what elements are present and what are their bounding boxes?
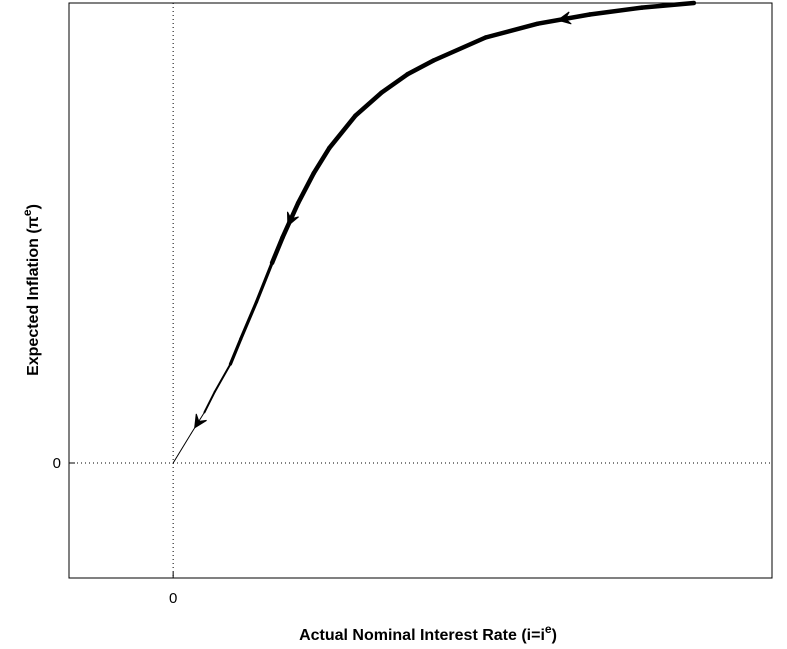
curve-segment [379, 72, 410, 95]
x-axis-label: Actual Nominal Interest Rate (i=ie) [299, 622, 557, 644]
y-axis-label-close: ) [25, 204, 42, 209]
curve-segment [327, 113, 358, 151]
curve-segment [311, 145, 332, 176]
curve-segment [228, 337, 243, 366]
curve-segment [405, 58, 436, 77]
y-axis-label-superscript: e [20, 209, 34, 216]
curve-segment [295, 170, 316, 206]
curve-segment [483, 21, 540, 40]
plot-frame [68, 2, 773, 579]
curve-segment [203, 390, 216, 414]
direction-arrowhead [286, 211, 299, 227]
x-tick-label: 0 [169, 590, 177, 607]
direction-arrowhead [194, 413, 207, 429]
x-axis-label-superscript: e [545, 622, 552, 636]
y-axis-label-main: Expected Inflation ( [25, 228, 42, 376]
curve-segment [213, 363, 232, 393]
curve-segment [254, 261, 274, 304]
curve-segment [431, 35, 488, 63]
curve-segment [239, 300, 259, 341]
y-tick-label: 0 [53, 455, 61, 472]
curve-segment [587, 5, 645, 17]
curve-segment [172, 432, 192, 464]
direction-arrows [194, 11, 572, 429]
data-series [172, 0, 697, 464]
tick-labels: 00 [53, 455, 178, 607]
direction-arrowhead [556, 11, 572, 25]
y-axis-label: Expected Inflation (πe) [20, 204, 42, 376]
y-axis-label-symbol: π [25, 216, 42, 228]
zero-reference-lines [69, 3, 772, 578]
curve-segment [353, 90, 384, 118]
curve-segment [269, 235, 285, 266]
x-axis-label-main: Actual Nominal Interest Rate (i=i [299, 627, 545, 644]
x-axis-label-close: ) [552, 627, 557, 644]
curve-segment [639, 0, 697, 10]
